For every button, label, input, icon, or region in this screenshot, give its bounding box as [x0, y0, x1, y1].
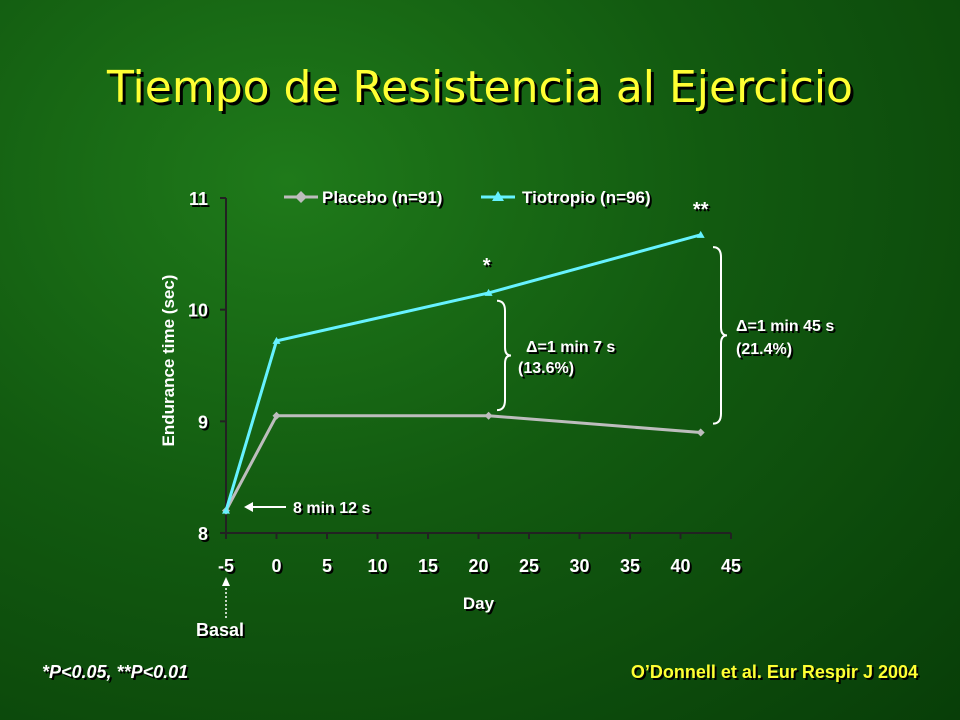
tiotropio-point — [484, 288, 493, 296]
placebo-point — [272, 411, 281, 420]
y-tick-label-shadow: 10 — [190, 303, 210, 323]
chart-annotations: ******8 min 12 s8 min 12 sΔ=1 min 7 sΔ=1… — [222, 199, 836, 618]
x-axis-title: Day — [463, 594, 495, 613]
x-tick-label-shadow: 45 — [723, 558, 743, 578]
delta-day21-percent-shadow: (13.6%) — [520, 362, 576, 379]
significance-footnote: *P<0.05, **P<0.01 — [42, 662, 189, 682]
legend-tiotropio-label: Tiotropio (n=96) — [522, 188, 651, 207]
citation: O’Donnell et al. Eur Respir J 2004 — [630, 662, 918, 682]
x-tick-label: 45 — [721, 556, 741, 576]
delta-day21-percent: (13.6%) — [518, 360, 574, 377]
y-tick-label-shadow: 11 — [191, 191, 210, 211]
legend-placebo-label-shadow: Placebo (n=91) — [324, 190, 444, 209]
placebo-point — [696, 428, 705, 437]
significance-day42: ** — [693, 199, 709, 221]
x-tick-label: 0 — [271, 556, 281, 576]
tiotropio-point — [696, 230, 705, 238]
x-tick-label: 5 — [322, 556, 332, 576]
legend-placebo-marker — [295, 191, 307, 203]
x-tick-label-shadow: 15 — [420, 558, 440, 578]
significance-day21-shadow: * — [485, 257, 493, 279]
basal-label: Basal — [196, 620, 245, 640]
significance-day21: * — [483, 255, 491, 277]
x-tick-label: 30 — [569, 556, 589, 576]
x-tick-label-shadow: 30 — [571, 558, 591, 578]
legend-tiotropio-marker — [492, 191, 504, 201]
baseline-value-label: 8 min 12 s — [293, 500, 370, 517]
x-tick-label: 25 — [519, 556, 539, 576]
x-tick-label-shadow: 20 — [470, 558, 490, 578]
tiotropio-point — [222, 506, 230, 514]
y-tick-label-shadow: 8 — [200, 526, 210, 546]
delta-day21-value-shadow: Δ=1 min 7 s — [528, 341, 617, 358]
x-tick-label-shadow: 10 — [369, 558, 389, 578]
y-tick-label: 11 — [189, 189, 208, 209]
x-tick-label: 15 — [418, 556, 438, 576]
legend-placebo-label: Placebo (n=91) — [322, 188, 442, 207]
x-tick-label-shadow: 0 — [273, 558, 283, 578]
x-tick-label: 20 — [468, 556, 488, 576]
y-axis-title: Endurance time (sec) — [159, 275, 178, 447]
significance-day42-shadow: ** — [695, 201, 711, 223]
x-tick-label: 40 — [670, 556, 690, 576]
basal-arrow-head — [222, 577, 230, 586]
series-line-tiotropio — [224, 233, 702, 512]
baseline-arrow-head — [244, 502, 253, 512]
series-line-placebo — [224, 414, 701, 512]
legend-tiotropio-label-shadow: Tiotropio (n=96) — [524, 190, 653, 209]
slide-title: Tiempo de Resistencia al Ejercicio — [107, 62, 853, 113]
chart-legend: Placebo (n=91)Placebo (n=91) Tiotropio (n… — [284, 188, 653, 209]
delta-brace-day42 — [712, 246, 728, 425]
delta-day42-percent: (21.4%) — [736, 341, 792, 358]
y-tick-label: 10 — [188, 301, 208, 321]
x-tick-label-shadow: 25 — [521, 558, 541, 578]
y-tick-label: 9 — [198, 412, 208, 432]
x-axis-title-shadow: Day — [465, 596, 497, 615]
chart-series — [222, 230, 705, 515]
delta-brace-day21 — [496, 299, 512, 412]
x-tick-label: 35 — [620, 556, 640, 576]
tiotropio-point — [272, 336, 281, 344]
delta-day42-value-shadow: Δ=1 min 45 s — [738, 320, 836, 337]
placebo-point — [484, 411, 493, 420]
delta-day42-value: Δ=1 min 45 s — [736, 318, 834, 335]
delta-day21-value: Δ=1 min 7 s — [526, 339, 615, 356]
x-tick-label: -5 — [218, 556, 234, 576]
x-tick-label: 10 — [367, 556, 387, 576]
x-tick-label-shadow: 35 — [622, 558, 642, 578]
baseline-value-label-shadow: 8 min 12 s — [295, 502, 372, 519]
x-tick-label-shadow: 5 — [324, 558, 334, 578]
x-tick-label-shadow: 40 — [672, 558, 692, 578]
delta-day42-percent-shadow: (21.4%) — [738, 343, 794, 360]
x-tick-label-shadow: -5 — [220, 558, 236, 578]
y-tick-label-shadow: 9 — [200, 414, 210, 434]
y-tick-label: 8 — [198, 524, 208, 544]
